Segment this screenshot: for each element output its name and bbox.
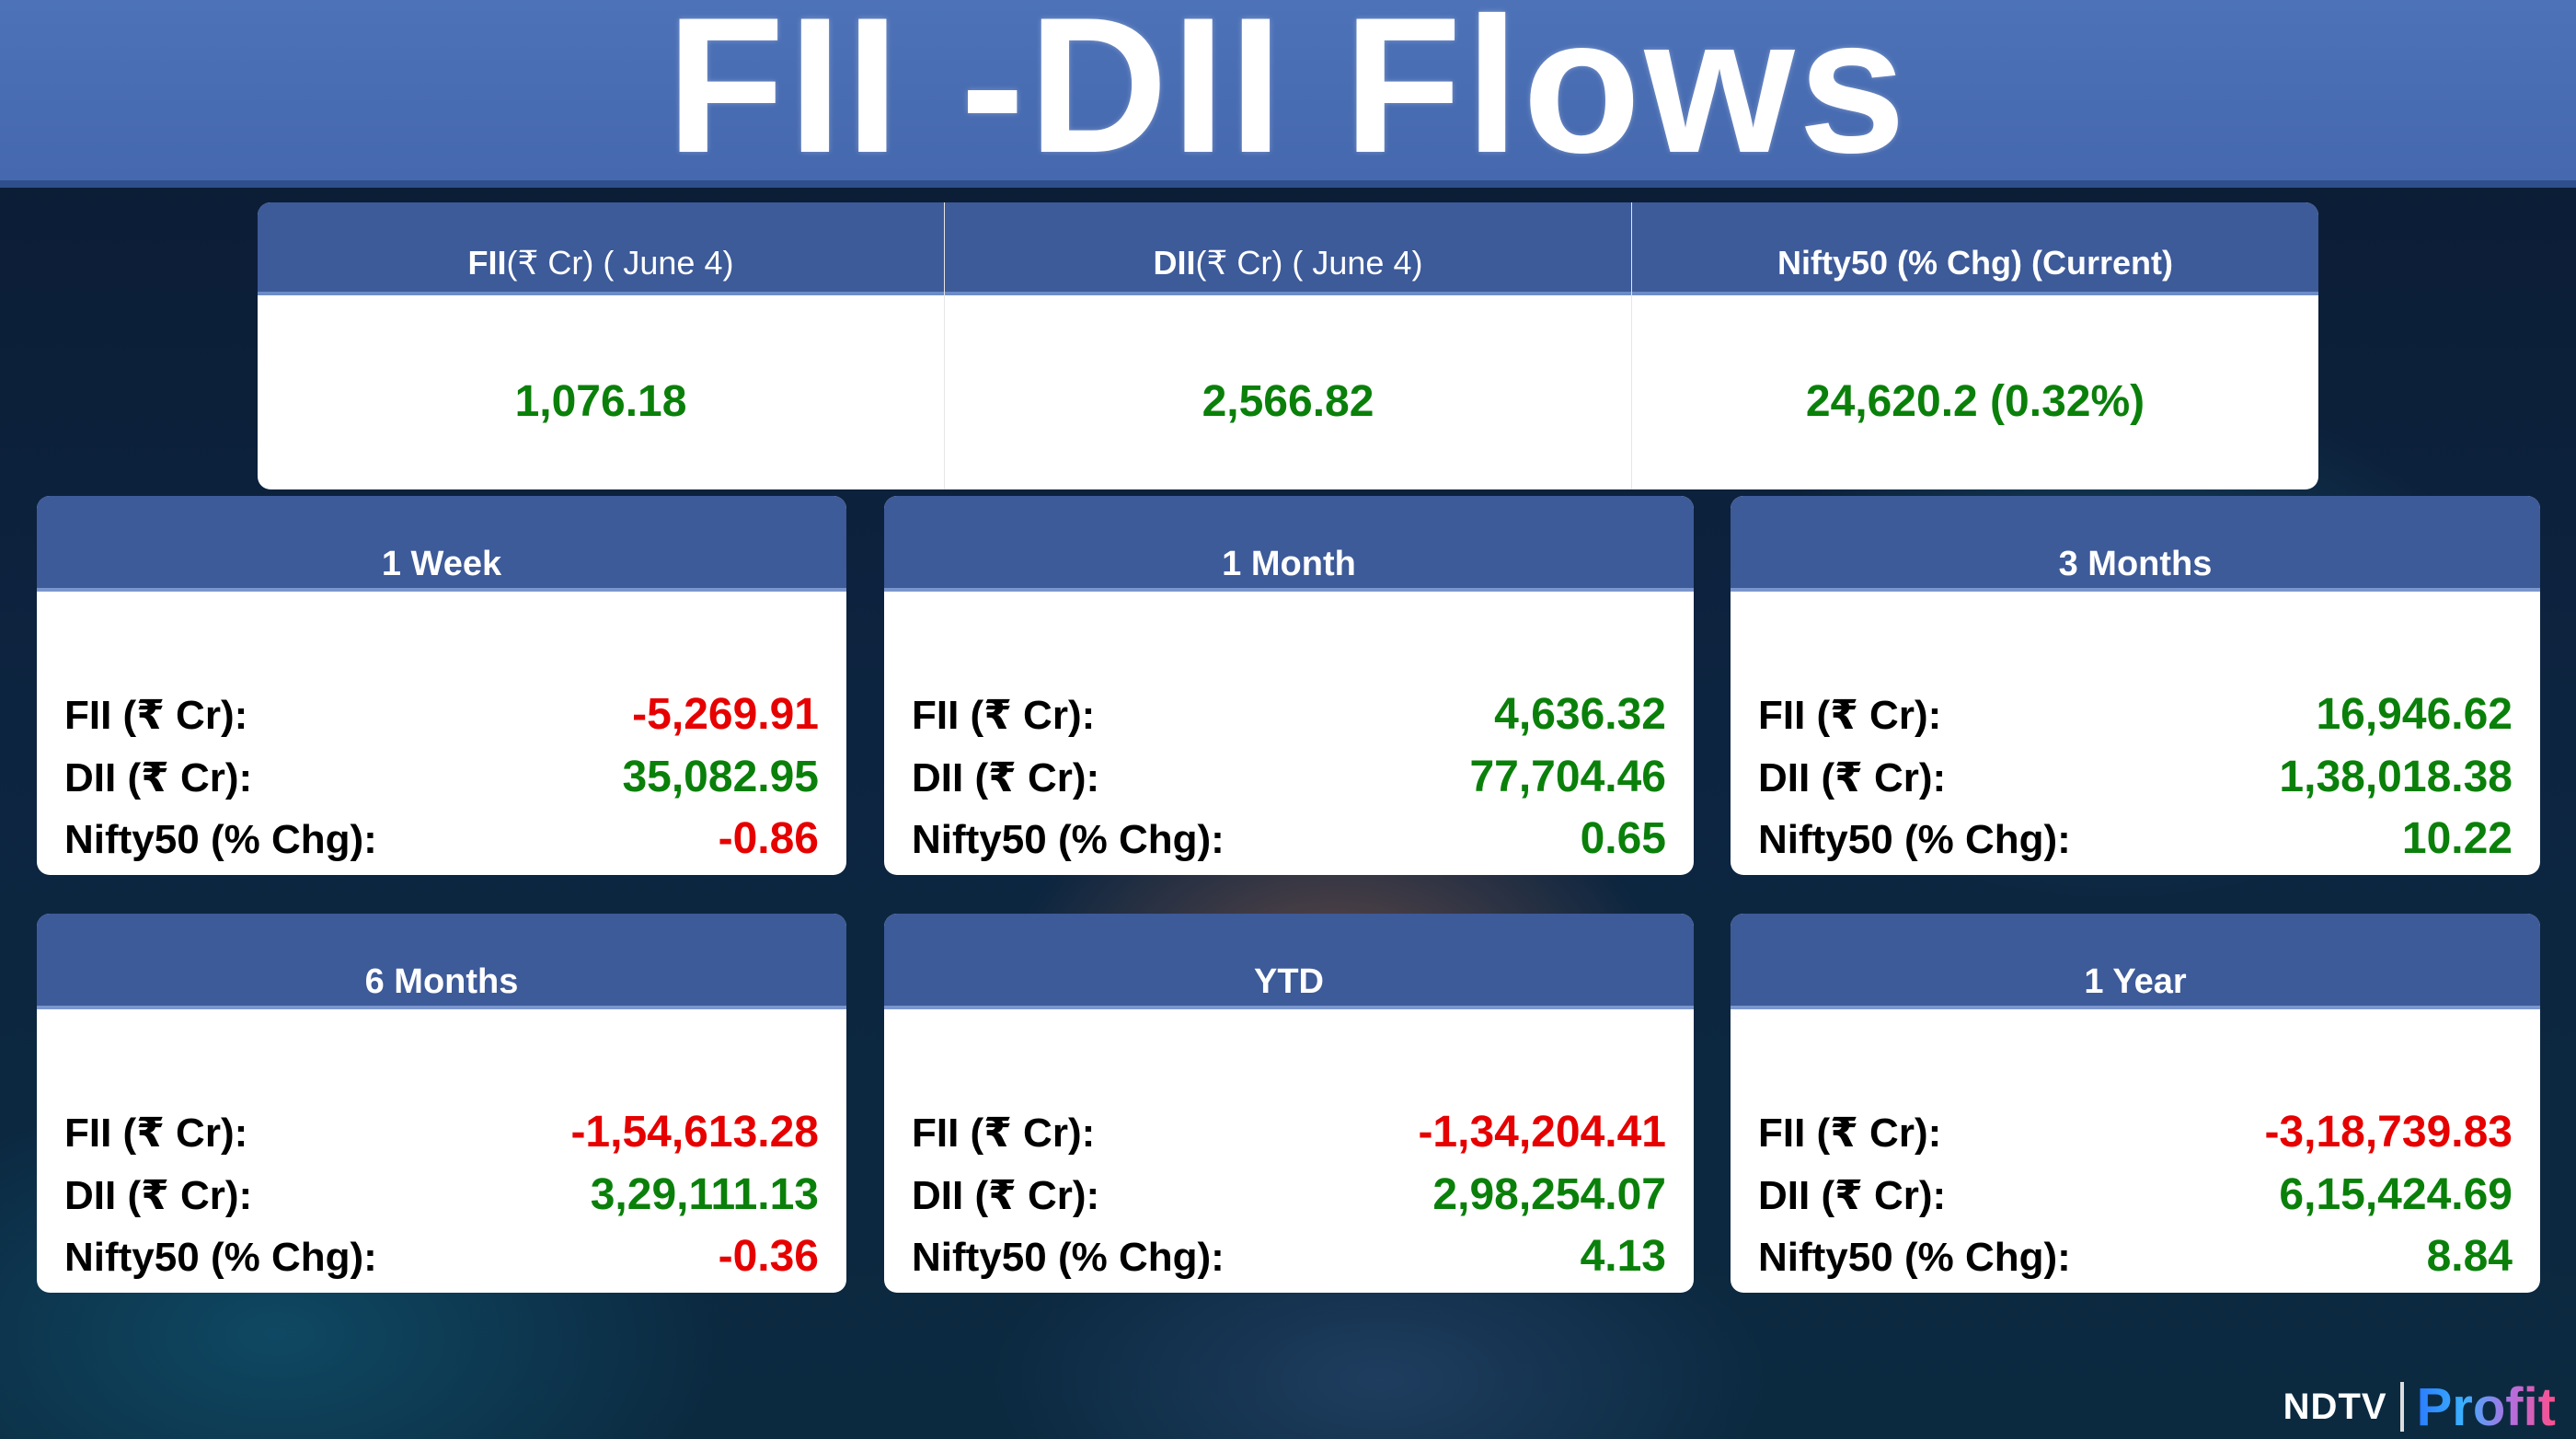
dii-value: 3,29,111.13 xyxy=(590,1170,819,1219)
nifty-label: Nifty50 (% Chg): xyxy=(64,817,377,862)
nifty-label: Nifty50 (% Chg): xyxy=(1758,1235,2071,1280)
summary-nifty: Nifty50 (% Chg) (Current) 24,620.2 (0.32… xyxy=(1632,202,2318,489)
dii-row: DII (₹ Cr): 35,082.95 xyxy=(64,752,819,802)
dii-row: DII (₹ Cr): 6,15,424.69 xyxy=(1758,1169,2513,1220)
summary-fii-value: 1,076.18 xyxy=(514,377,687,426)
dii-value: 77,704.46 xyxy=(1469,753,1666,801)
fii-label: FII (₹ Cr): xyxy=(912,693,1096,738)
fii-row: FII (₹ Cr): 16,946.62 xyxy=(1758,689,2513,740)
logo-brand: NDTV xyxy=(2283,1386,2387,1427)
summary-fii-label-unit: (₹ Cr) ( June 4) xyxy=(506,244,734,282)
fii-row: FII (₹ Cr): -5,269.91 xyxy=(64,689,819,740)
dii-value: 2,98,254.07 xyxy=(1432,1170,1666,1219)
ndtv-profit-logo: NDTV Profit xyxy=(2283,1375,2556,1439)
summary-nifty-label: Nifty50 (% Chg) (Current) xyxy=(1777,244,2173,282)
fii-row: FII (₹ Cr): 4,636.32 xyxy=(912,689,1666,740)
nifty-value: 8.84 xyxy=(2426,1232,2513,1281)
dii-label: DII (₹ Cr): xyxy=(912,755,1100,800)
dii-label: DII (₹ Cr): xyxy=(64,1173,253,1218)
nifty-row: Nifty50 (% Chg): 0.65 xyxy=(912,813,1666,864)
period-card: 1 Week FII (₹ Cr): -5,269.91 DII (₹ Cr):… xyxy=(37,496,846,875)
summary-fii-label: FII xyxy=(467,244,507,282)
nifty-row: Nifty50 (% Chg): -0.86 xyxy=(64,813,819,864)
dii-row: DII (₹ Cr): 77,704.46 xyxy=(912,752,1666,802)
dii-label: DII (₹ Cr): xyxy=(1758,1173,1947,1218)
nifty-label: Nifty50 (% Chg): xyxy=(64,1235,377,1280)
fii-row: FII (₹ Cr): -1,54,613.28 xyxy=(64,1107,819,1157)
fii-value: -1,34,204.41 xyxy=(1418,1108,1666,1157)
nifty-row: Nifty50 (% Chg): 4.13 xyxy=(912,1231,1666,1282)
nifty-value: -0.86 xyxy=(718,814,819,863)
summary-dii-label: DII xyxy=(1153,244,1196,282)
summary-table: FII (₹ Cr) ( June 4) 1,076.18 DII (₹ Cr)… xyxy=(258,202,2318,489)
fii-row: FII (₹ Cr): -3,18,739.83 xyxy=(1758,1107,2513,1157)
period-card: 3 Months FII (₹ Cr): 16,946.62 DII (₹ Cr… xyxy=(1731,496,2540,875)
fii-label: FII (₹ Cr): xyxy=(1758,693,1942,738)
dii-value: 35,082.95 xyxy=(622,753,819,801)
fii-value: 4,636.32 xyxy=(1494,690,1666,739)
summary-fii: FII (₹ Cr) ( June 4) 1,076.18 xyxy=(258,202,945,489)
dii-value: 1,38,018.38 xyxy=(2279,753,2513,801)
nifty-value: 0.65 xyxy=(1580,814,1666,863)
dii-row: DII (₹ Cr): 3,29,111.13 xyxy=(64,1169,819,1220)
dii-value: 6,15,424.69 xyxy=(2279,1170,2513,1219)
nifty-value: -0.36 xyxy=(718,1232,819,1281)
dii-row: DII (₹ Cr): 1,38,018.38 xyxy=(1758,752,2513,802)
fii-value: -5,269.91 xyxy=(632,690,819,739)
period-title: 1 Month xyxy=(884,496,1694,592)
logo-product: Profit xyxy=(2416,1376,2556,1437)
fii-label: FII (₹ Cr): xyxy=(1758,1111,1942,1156)
title-banner: FII -DII Flows xyxy=(0,0,2576,188)
summary-dii-value: 2,566.82 xyxy=(1202,377,1374,426)
period-title: 1 Week xyxy=(37,496,846,592)
logo-divider xyxy=(2399,1382,2404,1432)
period-card: 1 Month FII (₹ Cr): 4,636.32 DII (₹ Cr):… xyxy=(884,496,1694,875)
nifty-row: Nifty50 (% Chg): 10.22 xyxy=(1758,813,2513,864)
dii-label: DII (₹ Cr): xyxy=(64,755,253,800)
fii-label: FII (₹ Cr): xyxy=(64,693,248,738)
nifty-value: 4.13 xyxy=(1580,1232,1666,1281)
period-title: 1 Year xyxy=(1731,914,2540,1009)
period-card: 1 Year FII (₹ Cr): -3,18,739.83 DII (₹ C… xyxy=(1731,914,2540,1293)
fii-label: FII (₹ Cr): xyxy=(912,1111,1096,1156)
nifty-label: Nifty50 (% Chg): xyxy=(912,1235,1225,1280)
nifty-label: Nifty50 (% Chg): xyxy=(1758,817,2071,862)
page-title: FII -DII Flows xyxy=(666,0,1910,193)
nifty-row: Nifty50 (% Chg): 8.84 xyxy=(1758,1231,2513,1282)
fii-row: FII (₹ Cr): -1,34,204.41 xyxy=(912,1107,1666,1157)
dii-row: DII (₹ Cr): 2,98,254.07 xyxy=(912,1169,1666,1220)
summary-nifty-value: 24,620.2 (0.32%) xyxy=(1805,377,2145,426)
fii-value: 16,946.62 xyxy=(2316,690,2513,739)
period-card: YTD FII (₹ Cr): -1,34,204.41 DII (₹ Cr):… xyxy=(884,914,1694,1293)
fii-label: FII (₹ Cr): xyxy=(64,1111,248,1156)
nifty-label: Nifty50 (% Chg): xyxy=(912,817,1225,862)
dii-label: DII (₹ Cr): xyxy=(1758,755,1947,800)
period-title: 6 Months xyxy=(37,914,846,1009)
period-title: YTD xyxy=(884,914,1694,1009)
summary-dii-label-unit: (₹ Cr) ( June 4) xyxy=(1195,244,1423,282)
summary-dii: DII (₹ Cr) ( June 4) 2,566.82 xyxy=(945,202,1632,489)
nifty-row: Nifty50 (% Chg): -0.36 xyxy=(64,1231,819,1282)
fii-value: -3,18,739.83 xyxy=(2264,1108,2513,1157)
fii-value: -1,54,613.28 xyxy=(570,1108,819,1157)
period-card: 6 Months FII (₹ Cr): -1,54,613.28 DII (₹… xyxy=(37,914,846,1293)
period-title: 3 Months xyxy=(1731,496,2540,592)
nifty-value: 10.22 xyxy=(2401,814,2513,863)
dii-label: DII (₹ Cr): xyxy=(912,1173,1100,1218)
